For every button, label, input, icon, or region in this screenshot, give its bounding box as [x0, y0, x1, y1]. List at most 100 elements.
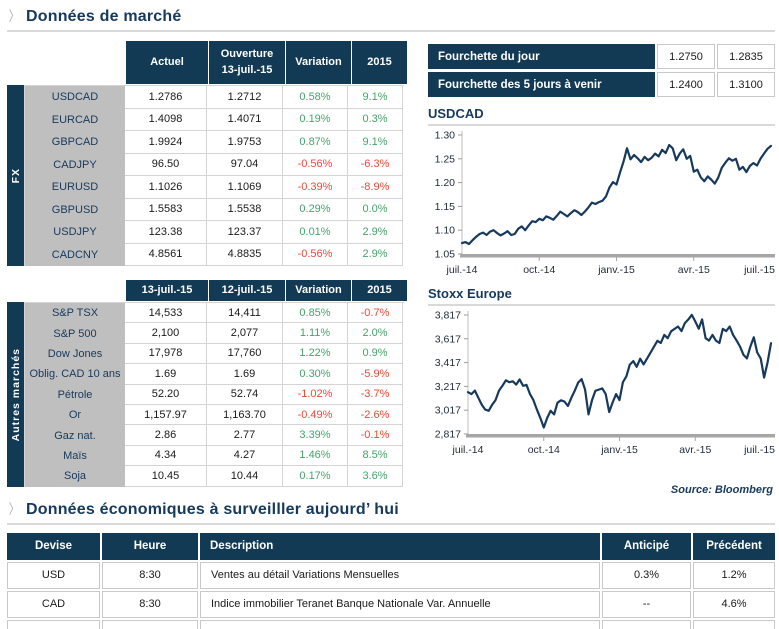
svg-text:3,817: 3,817 [435, 310, 461, 322]
markets-cell-open: 2,077 [207, 323, 283, 344]
tables-column: Actuel Ouverture 13-juil.-15 Variation 20… [7, 41, 407, 487]
econ-col-header-devise: Devise [7, 532, 100, 560]
svg-text:juil.-14: juil.-14 [446, 264, 478, 275]
source-note: Source: Bloomberg [670, 483, 773, 496]
fx-row-label: EURCAD [25, 108, 125, 131]
svg-text:juil.-15: juil.-15 [743, 444, 775, 455]
markets-table-row: Maïs 4.34 4.27 1.46% 8.5% [25, 445, 404, 467]
markets-cell-current: 2,100 [125, 323, 207, 344]
fx-cell-ytd: 0.3% [348, 108, 403, 131]
markets-row-label: Dow Jones [25, 343, 125, 365]
markets-table-row: Oblig. CAD 10 ans 1.69 1.69 0.30% -5.9% [25, 364, 404, 385]
markets-col-header-13jul: 13-juil.-15 [126, 280, 208, 301]
econ-cell-description: Ventes au détail Variations Mensuelles [200, 561, 600, 589]
range-row: Fourchette du jour 1.2750 1.2835 [428, 44, 775, 69]
econ-table-row: USD 8:30 Ventes au détail Variations Men… [7, 561, 775, 589]
svg-text:1.30: 1.30 [435, 130, 456, 142]
fx-cell-variation: 0.01% [283, 221, 348, 244]
fx-cell-ytd: 2.9% [348, 243, 403, 266]
svg-text:1.10: 1.10 [435, 225, 456, 237]
fx-col-header-variation: Variation [286, 41, 351, 84]
markets-cell-ytd: 3.6% [348, 466, 403, 487]
markets-row-label: Maïs [25, 445, 125, 467]
econ-cell-heure: 8:30 [102, 561, 198, 589]
econ-cell-precedent: 1.2% [693, 561, 775, 589]
fx-cell-current: 1.9924 [125, 131, 207, 154]
markets-cell-variation: 3.39% [283, 425, 348, 446]
fx-table-row: GBPUSD 1.5583 1.5538 0.29% 0.0% [25, 198, 404, 221]
fx-cell-ytd: 9.1% [348, 86, 403, 109]
svg-text:janv.-15: janv.-15 [597, 264, 635, 275]
markets-row-label: Soja [25, 466, 125, 487]
fx-col-header-actuel: Actuel [126, 41, 208, 84]
markets-cell-variation: 0.17% [283, 466, 348, 487]
svg-text:juil.-15: juil.-15 [743, 264, 775, 275]
stoxx-chart: Stoxx Europe 3,817 3,617 3,417 3,217 3,017 2,… [428, 286, 775, 455]
fx-cell-variation: 0.87% [283, 131, 348, 154]
econ-cell-devise [7, 619, 100, 629]
other-markets-table: 13-juil.-15 12-juil.-15 Variation 2015 A… [7, 280, 407, 487]
econ-table-row [7, 619, 775, 629]
econ-table: Devise Heure Description Anticipé Précéd… [7, 532, 775, 629]
markets-row-label: Pétrole [25, 384, 125, 405]
svg-text:3,417: 3,417 [435, 357, 461, 369]
svg-text:avr.-15: avr.-15 [678, 264, 710, 275]
fx-row-label: CADCNY [25, 243, 125, 266]
markets-row-label: S&P TSX [25, 303, 125, 324]
range-low: 1.2750 [657, 44, 715, 69]
fx-header-spacer [7, 41, 125, 84]
range-high: 1.3100 [717, 72, 775, 97]
markets-cell-open: 17,760 [207, 343, 283, 365]
fx-cell-open: 1.4071 [207, 108, 283, 131]
fx-cell-current: 1.4098 [125, 108, 207, 131]
markets-table-row: Soja 10.45 10.44 0.17% 3.6% [25, 466, 404, 487]
econ-cell-devise: USD [7, 561, 100, 589]
markets-cell-ytd: -5.9% [348, 364, 403, 385]
svg-text:3,017: 3,017 [435, 405, 461, 417]
econ-col-header-heure: Heure [102, 532, 198, 560]
fx-cell-open: 1.5538 [207, 198, 283, 221]
markets-cell-open: 52.74 [207, 384, 283, 405]
markets-cell-variation: 1.46% [283, 445, 348, 467]
fx-cell-current: 123.38 [125, 221, 207, 244]
fx-cell-current: 4.8561 [125, 243, 207, 266]
markets-cell-variation: 1.11% [283, 323, 348, 344]
econ-table-header: Devise Heure Description Anticipé Précéd… [7, 532, 775, 560]
fx-cell-ytd: 0.0% [348, 198, 403, 221]
markets-cell-open: 2.77 [207, 425, 283, 446]
svg-text:juil.-14: juil.-14 [452, 444, 484, 455]
markets-table-row: S&P TSX 14,533 14,411 0.85% -0.7% [25, 303, 404, 324]
markets-table-row: Or 1,157.97 1,163.70 -0.49% -2.6% [25, 404, 404, 426]
fx-table-row: EURUSD 1.1026 1.1069 -0.39% -8.9% [25, 176, 404, 199]
markets-cell-ytd: 2.0% [348, 323, 403, 344]
fx-cell-ytd: 2.9% [348, 221, 403, 244]
markets-cell-current: 52.20 [125, 384, 207, 405]
econ-table-row: CAD 8:30 Indice immobilier Teranet Banqu… [7, 590, 775, 618]
fx-cell-current: 96.50 [125, 153, 207, 176]
svg-text:oct.-14: oct.-14 [528, 444, 560, 455]
svg-text:oct.-14: oct.-14 [523, 264, 555, 275]
markets-cell-ytd: -0.1% [348, 425, 403, 446]
fx-cell-open: 1.9753 [207, 131, 283, 154]
markets-table-row: Pétrole 52.20 52.74 -1.02% -3.7% [25, 384, 404, 405]
econ-cell-heure: 8:30 [102, 590, 198, 618]
markets-cell-open: 1,163.70 [207, 404, 283, 426]
svg-text:avr.-15: avr.-15 [679, 444, 711, 455]
fx-row-label: CADJPY [25, 153, 125, 176]
econ-cell-description [200, 619, 600, 629]
markets-cell-current: 17,978 [125, 343, 207, 365]
fx-row-label: USDJPY [25, 221, 125, 244]
econ-cell-anticipe: 0.3% [602, 561, 691, 589]
usdcad-chart: USDCAD 1.30 1.25 1.20 1.15 1.10 1.05 juil.-14 o… [428, 106, 775, 275]
econ-col-header-description: Description [200, 532, 600, 560]
stoxx-chart-plot: 3,817 3,617 3,417 3,217 3,017 2,817 juil.-14 oc… [435, 310, 775, 455]
markets-cell-open: 10.44 [207, 466, 283, 487]
markets-cell-ytd: 0.9% [348, 343, 403, 365]
markets-table-row: Dow Jones 17,978 17,760 1.22% 0.9% [25, 343, 404, 365]
markets-cell-variation: 0.85% [283, 303, 348, 324]
fx-col-header-2015: 2015 [352, 41, 407, 84]
markets-cell-current: 14,533 [125, 303, 207, 324]
markets-row-label: Or [25, 404, 125, 426]
markets-row-label: Gaz nat. [25, 425, 125, 446]
econ-cell-devise: CAD [7, 590, 100, 618]
